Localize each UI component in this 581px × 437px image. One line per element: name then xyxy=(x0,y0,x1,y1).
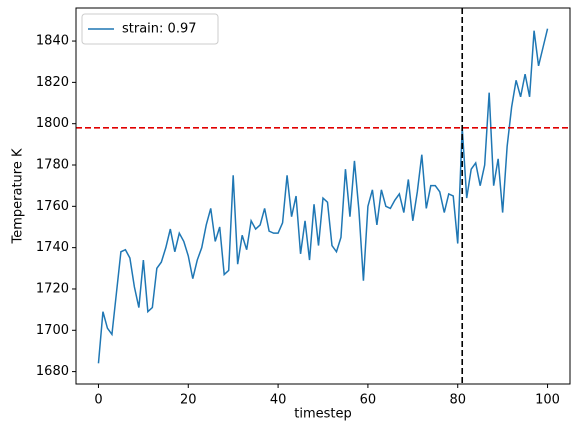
x-tick-label: 20 xyxy=(180,393,197,408)
x-tick-label: 60 xyxy=(360,393,377,408)
x-tick-label: 0 xyxy=(94,393,102,408)
y-tick-label: 1720 xyxy=(36,281,69,296)
plot-frame xyxy=(75,7,571,385)
legend-box xyxy=(81,13,219,45)
x-axis-label: timestep xyxy=(294,407,352,422)
y-axis-label: Temperature K xyxy=(11,148,26,244)
y-tick-label: 1800 xyxy=(36,116,69,131)
x-tick-label: 100 xyxy=(535,393,560,408)
x-tick-label: 40 xyxy=(270,393,287,408)
y-tick-label: 1780 xyxy=(36,158,69,173)
legend-label: strain: 0.97 xyxy=(122,22,197,37)
x-tick-label: 80 xyxy=(449,393,466,408)
y-tick-label: 1680 xyxy=(36,364,69,379)
y-tick-label: 1820 xyxy=(36,75,69,90)
data-line xyxy=(97,28,549,364)
y-tick-label: 1740 xyxy=(36,240,69,255)
y-tick-label: 1700 xyxy=(36,323,69,338)
y-tick-label: 1760 xyxy=(36,199,69,214)
y-tick-label: 1840 xyxy=(36,34,69,49)
